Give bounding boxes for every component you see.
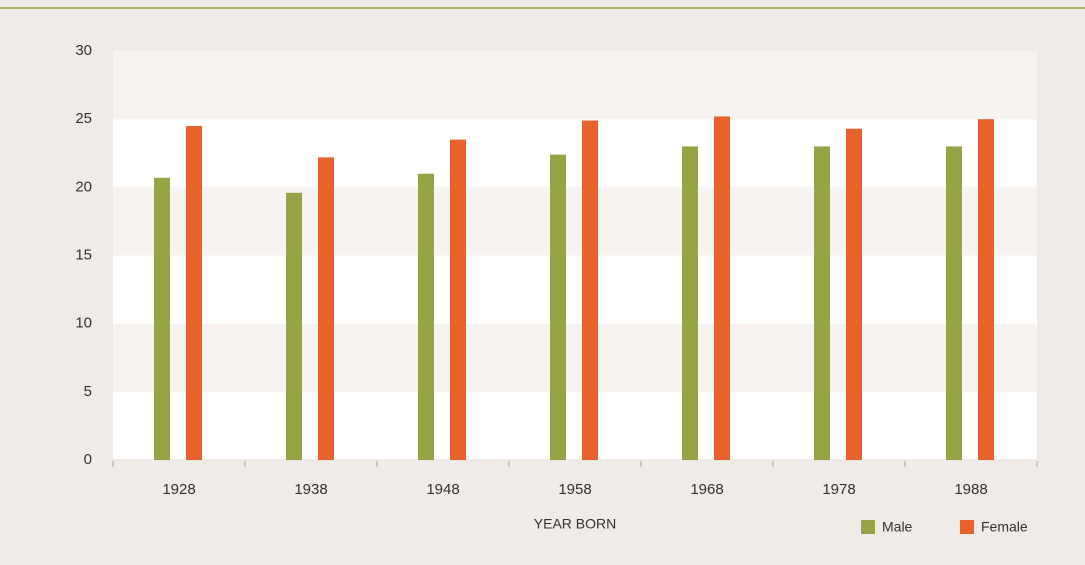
- legend-label: Female: [981, 519, 1028, 535]
- bar: [814, 146, 830, 460]
- bar: [846, 128, 862, 460]
- y-tick-label: 25: [75, 110, 92, 127]
- bar: [978, 119, 994, 461]
- legend-label: Male: [882, 519, 913, 535]
- y-tick-label: 10: [75, 315, 92, 332]
- x-axis-label: YEAR BORN: [534, 516, 616, 532]
- x-tick-label: 1948: [426, 481, 459, 498]
- y-tick-label: 5: [84, 383, 92, 400]
- x-tick-label: 1968: [690, 481, 723, 498]
- bar: [318, 157, 334, 460]
- y-tick-label: 0: [84, 451, 92, 468]
- grid-band: [113, 323, 1037, 392]
- x-tick-label: 1978: [822, 481, 855, 498]
- bar: [154, 177, 170, 461]
- x-tick-label: 1988: [954, 481, 987, 498]
- x-tick-label: 1958: [558, 481, 591, 498]
- grid-band: [113, 391, 1037, 460]
- bar: [682, 146, 698, 460]
- bar: [550, 154, 566, 460]
- bar: [450, 139, 466, 460]
- bar: [418, 173, 434, 460]
- x-tick-label: 1928: [162, 481, 195, 498]
- y-tick-label: 30: [75, 42, 92, 59]
- grid-band: [113, 119, 1037, 188]
- x-tick-label: 1938: [294, 481, 327, 498]
- grid-band: [113, 187, 1037, 256]
- bar: [714, 116, 730, 460]
- legend-swatch: [960, 520, 974, 534]
- legend-swatch: [861, 520, 875, 534]
- bar: [582, 120, 598, 460]
- bar: [946, 146, 962, 460]
- bar: [186, 125, 202, 460]
- y-tick-label: 15: [75, 246, 92, 263]
- grid-band: [113, 51, 1037, 120]
- y-tick-label: 20: [75, 178, 92, 195]
- bar: [286, 192, 302, 460]
- grid-band: [113, 255, 1037, 324]
